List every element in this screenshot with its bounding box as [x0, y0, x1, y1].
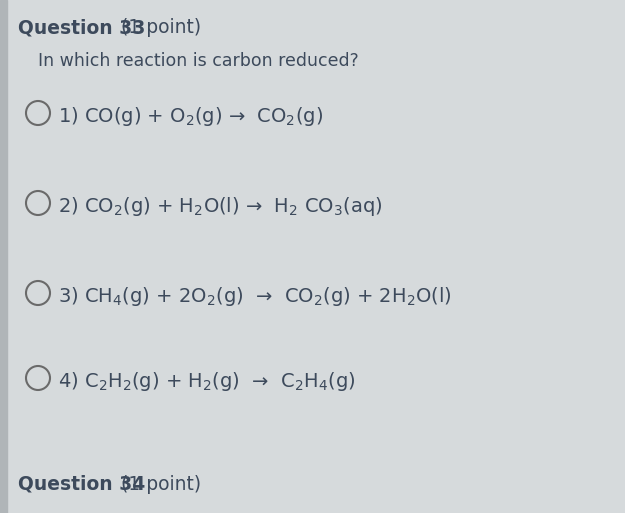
Text: 2) CO$_2$(g) + H$_2$O(l) →  H$_2$ CO$_3$(aq): 2) CO$_2$(g) + H$_2$O(l) → H$_2$ CO$_3$(…	[58, 195, 382, 218]
Text: (1 point): (1 point)	[115, 18, 201, 37]
Text: Question 34: Question 34	[18, 475, 145, 494]
Text: In which reaction is carbon reduced?: In which reaction is carbon reduced?	[38, 52, 359, 70]
Text: Question 33: Question 33	[18, 18, 146, 37]
Text: 1) CO(g) + O$_2$(g) →  CO$_2$(g): 1) CO(g) + O$_2$(g) → CO$_2$(g)	[58, 105, 323, 128]
Text: (1 point): (1 point)	[115, 475, 201, 494]
Text: 3) CH$_4$(g) + 2O$_2$(g)  →  CO$_2$(g) + 2H$_2$O(l): 3) CH$_4$(g) + 2O$_2$(g) → CO$_2$(g) + 2…	[58, 285, 452, 308]
Text: 4) C$_2$H$_2$(g) + H$_2$(g)  →  C$_2$H$_4$(g): 4) C$_2$H$_2$(g) + H$_2$(g) → C$_2$H$_4$…	[58, 370, 356, 393]
Bar	[0, 0, 7, 513]
